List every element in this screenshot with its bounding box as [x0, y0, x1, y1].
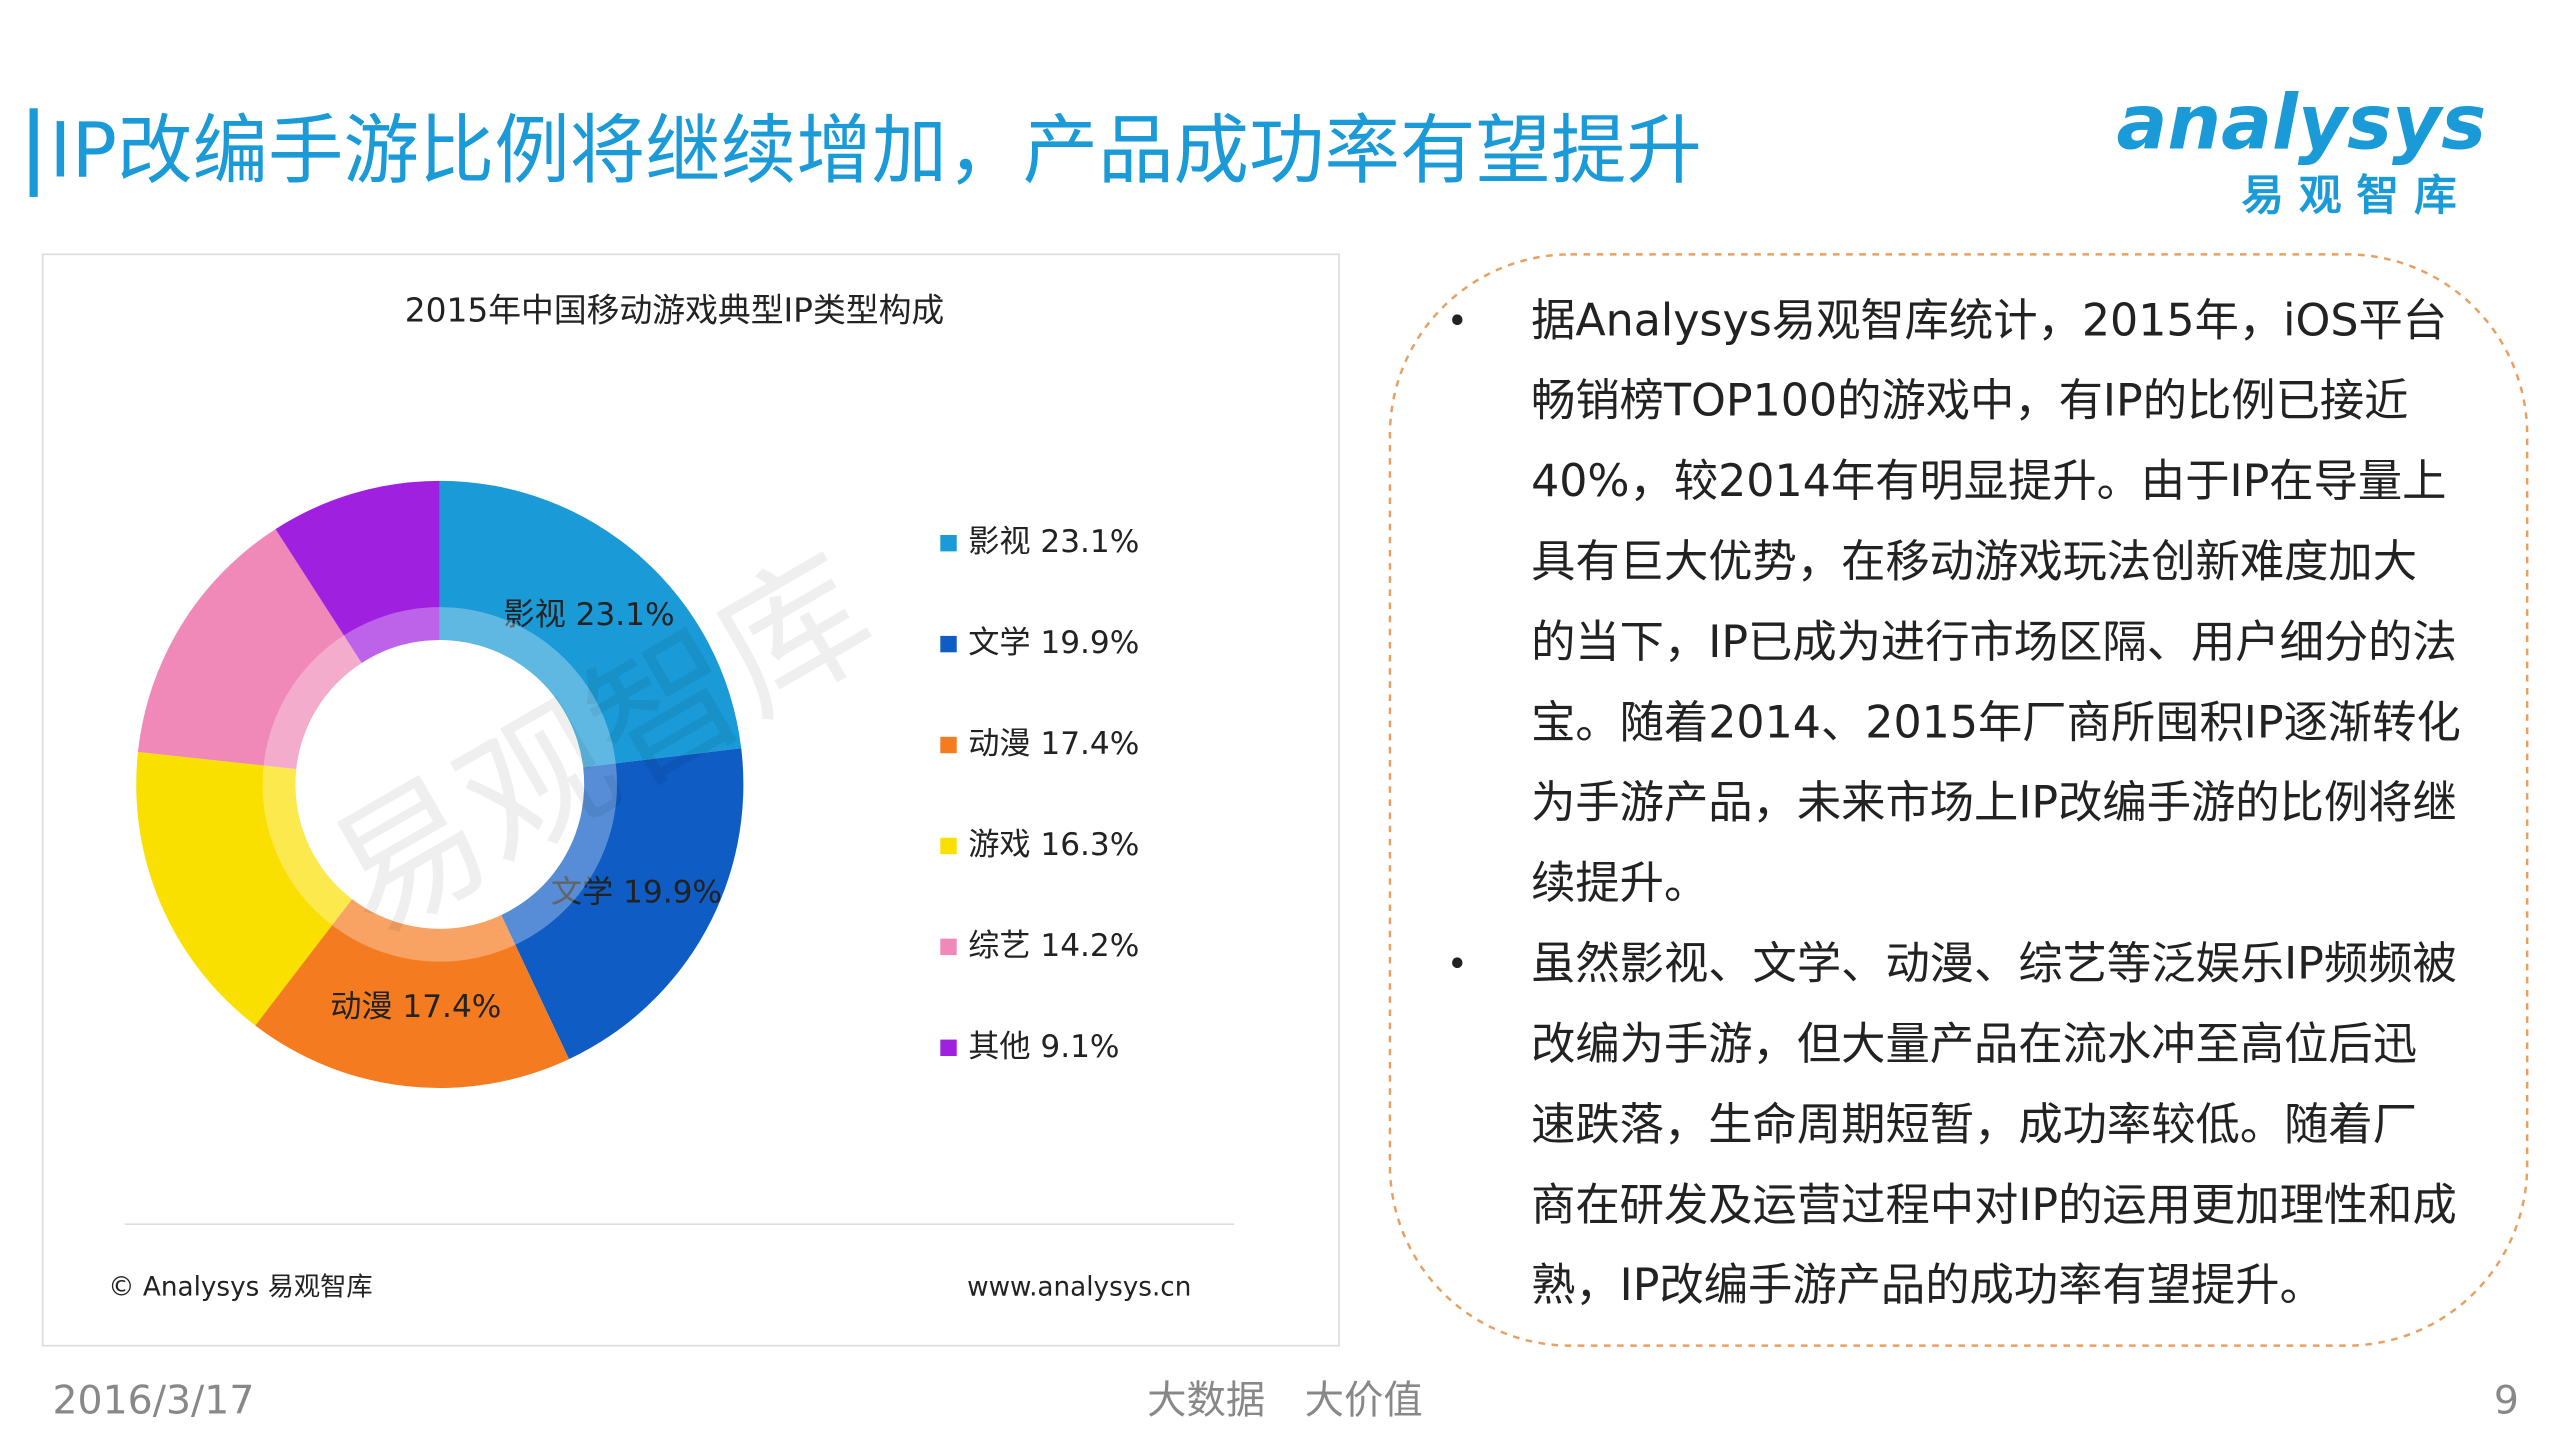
slide-title: IP改编手游比例将继续增加，产品成功率有望提升 [49, 106, 1702, 194]
legend-value: 9.1% [1040, 1029, 1119, 1065]
slice-label-category: 文学 [551, 874, 613, 910]
bullet-line: 续提升。 [1531, 858, 1708, 909]
slice-label: 文学 19.9% [551, 874, 722, 910]
donut-slice [275, 480, 440, 663]
page-number: 9 [2494, 1378, 2519, 1424]
text-panel [1388, 253, 2529, 1347]
donut-slice [501, 748, 744, 1060]
legend-swatch [940, 1039, 957, 1056]
bullet-line: 改编为手游，但大量产品在流水冲至高位后迅 [1531, 1019, 2417, 1070]
bullet-line: 速跌落，生命周期短暂，成功率较低。随着厂 [1531, 1099, 2417, 1150]
legend-swatch [940, 635, 957, 653]
logo-subtitle: 易 观 智 库 [2241, 171, 2456, 221]
legend-category: 动漫 [968, 726, 1030, 762]
bullet-line: 熟，IP改编手游产品的成功率有望提升。 [1531, 1260, 2324, 1311]
bullet-line: 为手游产品，未来市场上IP改编手游的比例将继 [1531, 778, 2457, 829]
legend-category: 游戏 [968, 827, 1030, 863]
legend-value: 17.4% [1040, 726, 1139, 762]
slice-label-category: 动漫 [330, 989, 392, 1025]
legend-category: 综艺 [968, 928, 1030, 964]
slice-label: 动漫 17.4% [330, 989, 501, 1025]
bullet-line: 宝。随着2014、2015年厂商所囤积IP逐渐转化 [1531, 697, 2461, 748]
bullet-mark: • [1447, 943, 1468, 986]
bullet-line: 据Analysys易观智库统计，2015年，iOS平台 [1531, 295, 2447, 346]
donut-slice [439, 480, 742, 768]
bullet-line: 商在研发及运营过程中对IP的运用更加理性和成 [1531, 1180, 2457, 1231]
donut-slice [136, 752, 353, 1026]
title-bar [29, 108, 38, 197]
legend-value: 14.2% [1040, 928, 1139, 964]
donut-slice [137, 529, 362, 770]
legend-category: 其他 [968, 1029, 1030, 1065]
legend-value: 19.9% [1040, 625, 1139, 661]
footer-slogan: 大数据 大价值 [1147, 1378, 1423, 1424]
legend-entry: 游戏 16.3% [968, 827, 1139, 863]
legend-category: 文学 [968, 625, 1030, 661]
legend-entry: 文学 19.9% [968, 625, 1139, 661]
bullet-line: 畅销榜TOP100的游戏中，有IP的比例已接近 [1531, 376, 2408, 427]
chart-title: 2015年中国移动游戏典型IP类型构成 [405, 291, 945, 329]
slice-label-value: 19.9% [623, 874, 722, 910]
logo: analysys [2116, 79, 2486, 167]
slice-label-value: 23.1% [576, 597, 675, 633]
url: www.analysys.cn [967, 1273, 1191, 1303]
legend-swatch [940, 736, 957, 754]
donut-slice [255, 899, 570, 1089]
bullet-line: 的当下，IP已成为进行市场区隔、用户细分的法 [1531, 617, 2457, 668]
legend-entry: 其他 9.1% [968, 1029, 1119, 1065]
legend-value: 16.3% [1040, 827, 1139, 863]
legend-value: 23.1% [1040, 524, 1139, 560]
legend-swatch [940, 837, 957, 855]
footer-date: 2016/3/17 [53, 1378, 255, 1424]
inner-ring [262, 607, 618, 962]
bullet-mark: • [1447, 299, 1468, 342]
legend-swatch [940, 938, 957, 956]
slice-label-category: 影视 [503, 597, 565, 633]
legend-category: 影视 [968, 524, 1030, 560]
slice-label: 影视 23.1% [503, 597, 674, 633]
slice-label-value: 17.4% [402, 989, 501, 1025]
legend-entry: 动漫 17.4% [968, 726, 1139, 762]
legend-swatch [940, 534, 957, 552]
legend-entry: 影视 23.1% [968, 524, 1139, 560]
legend-entry: 综艺 14.2% [968, 928, 1139, 964]
bullet-line: 虽然影视、文学、动漫、综艺等泛娱乐IP频频被 [1531, 939, 2457, 990]
bullet-line: 具有巨大优势，在移动游戏玩法创新难度加大 [1531, 537, 2417, 588]
source: © Analysys 易观智库 [108, 1273, 372, 1303]
bullet-line: 40%，较2014年有明显提升。由于IP在导量上 [1531, 456, 2446, 507]
